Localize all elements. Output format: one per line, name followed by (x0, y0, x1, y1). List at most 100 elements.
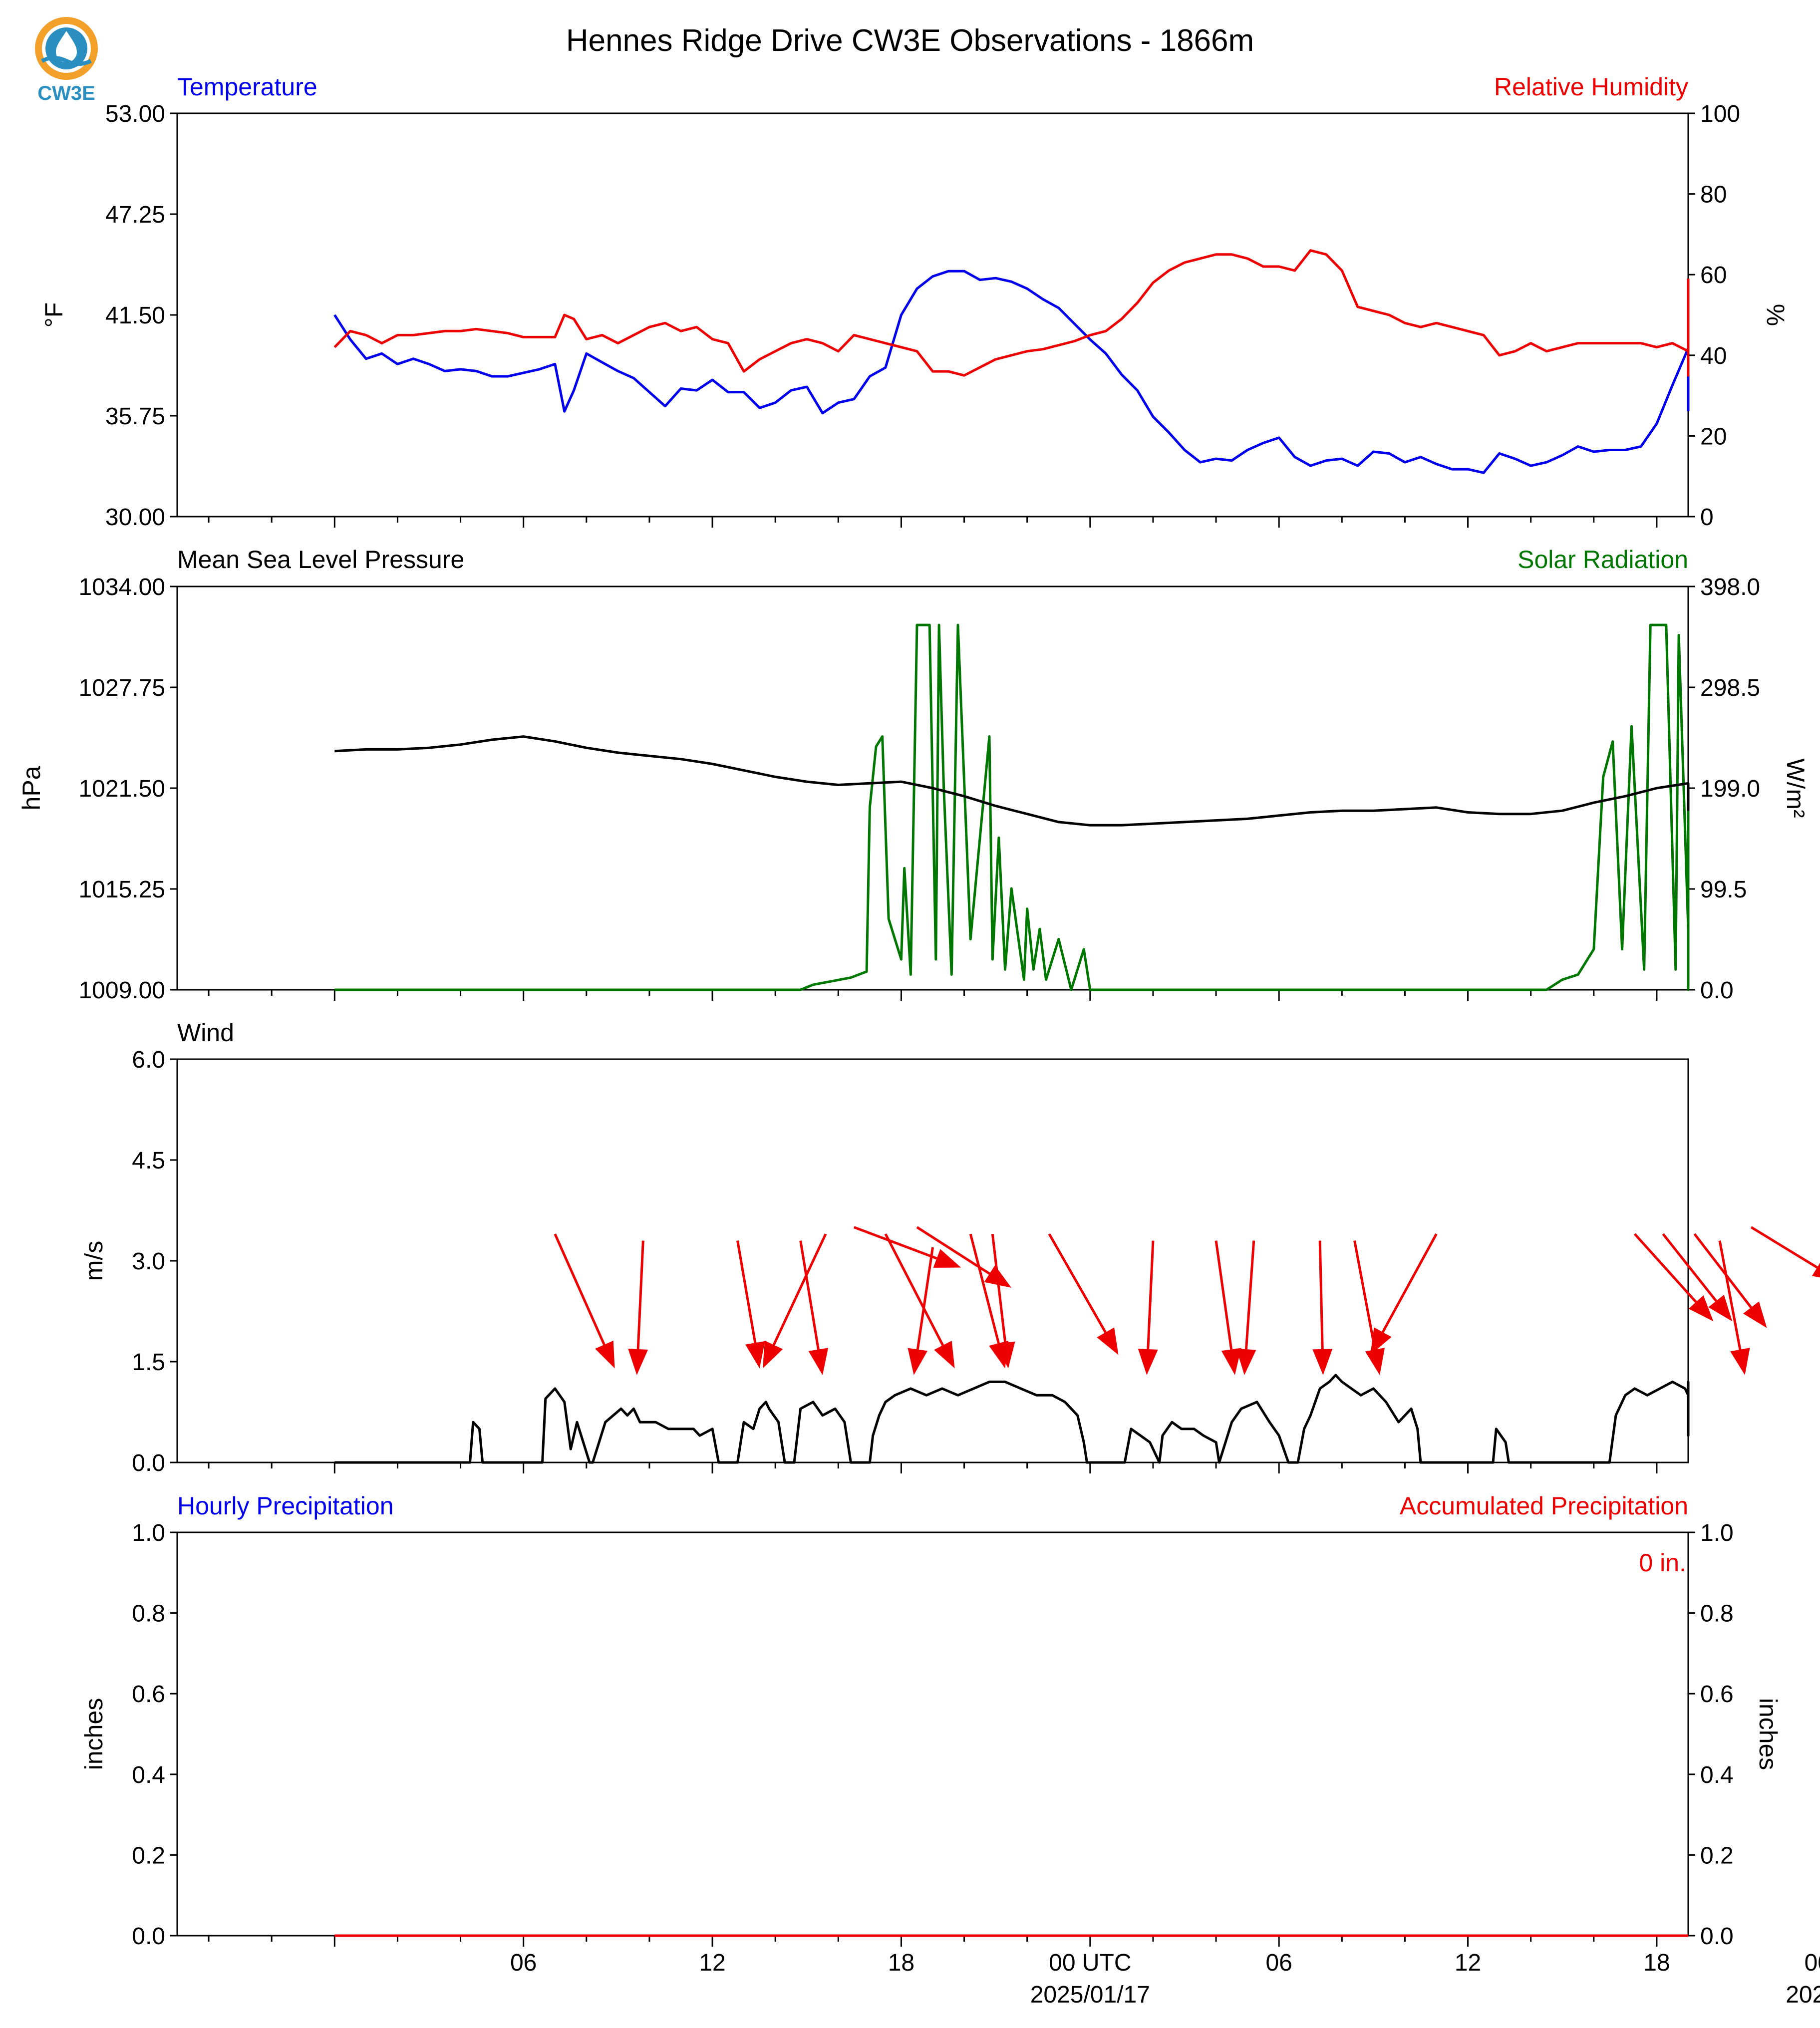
x-date-label: 2025/01/17 (1030, 1982, 1150, 2008)
y-right-tick-label: 40 (1700, 343, 1727, 369)
panel-wind: Wind 0.0 1.5 3.0 4.5 6.0 m/s (80, 1019, 1820, 1476)
panel1-left-title: Temperature (177, 73, 317, 101)
y-tick-label: 4.5 (132, 1148, 165, 1174)
pressure-line (334, 735, 1690, 827)
panel1-ylabel-right: % (1762, 304, 1790, 326)
panel2-x-ticks (208, 990, 1658, 1001)
x-tick-label: 18 (1643, 1950, 1670, 1976)
panel2-ylabel-right: W/m² (1782, 758, 1810, 818)
panel3-left-title: Wind (177, 1019, 234, 1047)
y-tick-label: 47.25 (105, 202, 165, 228)
wind-arrow (1633, 1233, 1714, 1322)
wind-arrow (1662, 1233, 1733, 1322)
y-right-tick-label: 20 (1700, 423, 1727, 450)
panel-temperature-humidity: Temperature Relative Humidity 30.00 35.75… (40, 73, 1790, 531)
x-tick-label: 00 UTC (1049, 1950, 1131, 1976)
panel2-left-axis: 1009.00 1015.25 1021.50 1027.75 1034.00 (78, 574, 177, 1004)
y-right-tick-label: 0 (1700, 504, 1714, 531)
wind-arrow (1236, 1240, 1256, 1375)
wind-arrow (1693, 1233, 1767, 1328)
panel2-ylabel: hPa (17, 766, 45, 810)
humidity-line (333, 249, 1690, 377)
panel4-left-title: Hourly Precipitation (177, 1492, 394, 1520)
panel1-right-title: Relative Humidity (1494, 73, 1688, 101)
y-right-tick-label: 60 (1700, 262, 1727, 289)
cw3e-logo: CW3E (35, 17, 98, 104)
panel2-right-axis: 0.0 99.5 199.0 298.5 398.0 (1688, 574, 1760, 1004)
y-right-tick-label: 100 (1700, 101, 1740, 127)
wind-arrow (762, 1233, 827, 1369)
panel1-x-ticks (208, 517, 1658, 528)
temperature-line (333, 270, 1690, 474)
panel4-left-axis: 0.0 0.2 0.4 0.6 0.8 1.0 (132, 1520, 177, 1950)
wind-arrow (1370, 1233, 1438, 1355)
wind-direction-arrows (554, 1226, 1820, 1375)
y-tick-label: 41.50 (105, 302, 165, 329)
logo-text: CW3E (37, 82, 95, 104)
y-tick-label: 0.6 (132, 1681, 165, 1708)
wind-speed-line (334, 1374, 1690, 1464)
y-tick-label: 30.00 (105, 504, 165, 531)
panel3-left-axis: 0.0 1.5 3.0 4.5 6.0 (132, 1047, 177, 1476)
wind-arrow (853, 1226, 961, 1268)
panel3-ylabel: m/s (80, 1241, 108, 1281)
x-tick-label: 18 (888, 1950, 914, 1976)
panel4-x-ticks (208, 1936, 1658, 1947)
y-tick-label: 0.8 (132, 1601, 165, 1627)
y-right-tick-label: 0.2 (1700, 1842, 1734, 1869)
logo-wave-icon (41, 56, 92, 66)
wind-arrow (908, 1247, 934, 1375)
panel3-frame (176, 1058, 1689, 1463)
logo-ring (35, 17, 98, 80)
y-right-tick-label: 0.0 (1700, 977, 1734, 1004)
y-tick-label: 1034.00 (78, 574, 165, 600)
wind-arrow (991, 1233, 1015, 1369)
wind-arrow (1750, 1226, 1820, 1278)
y-right-tick-label: 0.0 (1700, 1923, 1734, 1950)
y-tick-label: 1.5 (132, 1349, 165, 1376)
y-tick-label: 0.4 (132, 1762, 165, 1788)
wind-arrow (1214, 1240, 1241, 1375)
y-tick-label: 3.0 (132, 1248, 165, 1275)
panel1-left-axis: 30.00 35.75 41.50 47.25 53.00 (105, 101, 177, 531)
y-tick-label: 1.0 (132, 1520, 165, 1546)
panel2-right-title: Solar Radiation (1517, 546, 1688, 574)
wind-arrow (736, 1240, 765, 1369)
y-tick-label: 0.0 (132, 1450, 165, 1476)
y-right-tick-label: 0.8 (1700, 1601, 1734, 1627)
solar-radiation-line (334, 623, 1690, 991)
x-tick-label: 12 (699, 1950, 725, 1976)
x-tick-label: 06 (510, 1950, 537, 1976)
wind-arrow (884, 1233, 955, 1369)
y-tick-label: 0.2 (132, 1842, 165, 1869)
x-date-label: 2025/01/18 (1786, 1982, 1820, 2008)
y-right-tick-label: 0.6 (1700, 1681, 1734, 1708)
wind-arrow (554, 1233, 615, 1369)
x-tick-label: 12 (1455, 1950, 1481, 1976)
x-tick-label: 06 (1265, 1950, 1292, 1976)
y-right-tick-label: 0.4 (1700, 1762, 1734, 1788)
wind-arrow (1718, 1240, 1750, 1375)
panel-precipitation: Hourly Precipitation Accumulated Precipi… (80, 1492, 1820, 2008)
x-axis-labels: 06 12 18 00 UTC 2025/01/17 06 12 18 00 UTC 2025/0… (510, 1950, 1820, 2008)
panel4-right-axis: 0.0 0.2 0.4 0.6 0.8 1.0 (1688, 1520, 1734, 1950)
accumulated-total-annotation: 0 in. (1639, 1549, 1686, 1577)
wind-arrow (1353, 1240, 1385, 1375)
wind-arrow (1138, 1240, 1158, 1375)
y-right-tick-label: 298.5 (1700, 675, 1760, 701)
x-tick-label: 00 UTC (1805, 1950, 1820, 1976)
y-tick-label: 35.75 (105, 403, 165, 430)
panel2-left-title: Mean Sea Level Pressure (177, 546, 464, 574)
logo-drop-icon (56, 31, 77, 62)
panel4-right-title: Accumulated Precipitation (1400, 1492, 1688, 1520)
y-tick-label: 1021.50 (78, 776, 165, 802)
panel4-ylabel-right: inches (1754, 1698, 1782, 1770)
y-tick-label: 6.0 (132, 1047, 165, 1073)
figure-title: Hennes Ridge Drive CW3E Observations - 1… (566, 23, 1254, 58)
panel4-frame (176, 1531, 1689, 1937)
wind-arrow (1312, 1240, 1333, 1375)
panel3-x-ticks (208, 1462, 1658, 1473)
panel1-right-axis: 0 20 40 60 80 100 (1688, 101, 1740, 531)
y-right-tick-label: 80 (1700, 182, 1727, 208)
